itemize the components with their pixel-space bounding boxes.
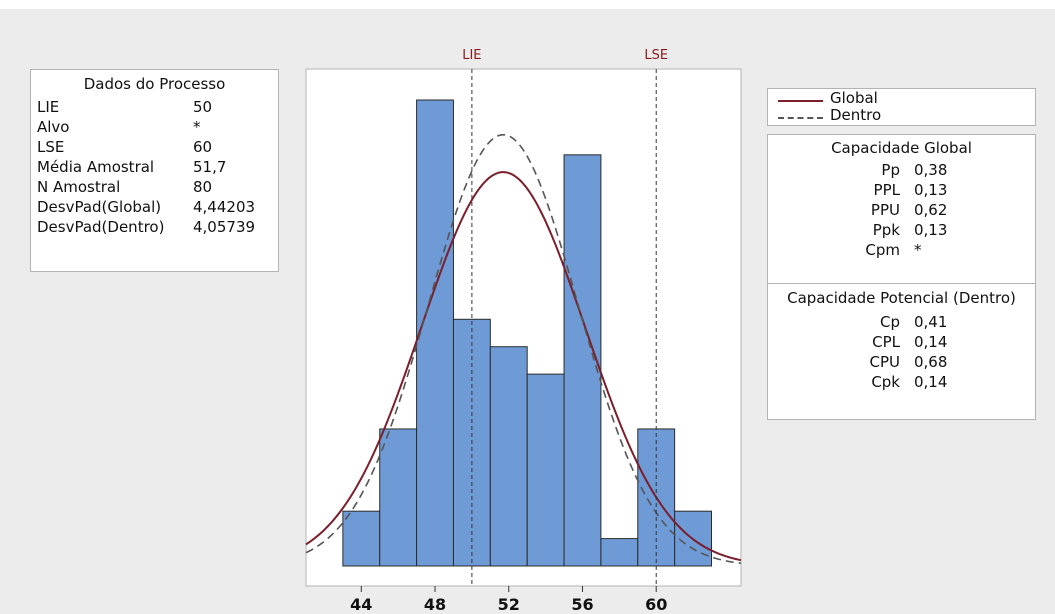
capability-row-cp: Cp 0,41 xyxy=(768,313,1037,333)
spec-label-lie: LIE xyxy=(462,48,481,63)
process-row-label: LSE xyxy=(37,138,65,156)
legend-swatch-dashed xyxy=(778,117,823,119)
histogram-bar-9 xyxy=(674,510,713,567)
process-row-label: Média Amostral xyxy=(37,158,155,176)
legend-swatch-solid xyxy=(778,100,823,102)
capability-row-ppl: PPL 0,13 xyxy=(768,181,1037,201)
capability-row-cpu: CPU 0,68 xyxy=(768,353,1037,373)
process-row-value: 4,05739 xyxy=(193,218,256,236)
capability-row-value: 0,68 xyxy=(914,353,948,371)
capability-row-value: 0,38 xyxy=(914,161,948,179)
capability-row-label: CPU xyxy=(869,353,901,371)
capability-divider xyxy=(768,283,1035,284)
histogram-bar-2 xyxy=(416,99,454,567)
capability-row-label: PPL xyxy=(873,181,900,199)
x-tick-label: 44 xyxy=(350,595,372,614)
histogram-bar-5 xyxy=(526,373,565,567)
capability-row-value: * xyxy=(914,241,922,259)
process-data-title: Dados do Processo xyxy=(83,75,226,93)
process-row-media: Média Amostral 51,7 xyxy=(31,158,280,178)
capability-row-label: CPL xyxy=(872,333,900,351)
capability-row-cpm: Cpm * xyxy=(768,241,1037,261)
process-row-sd-dentro: DesvPad(Dentro) 4,05739 xyxy=(31,218,280,238)
process-row-n: N Amostral 80 xyxy=(31,178,280,198)
x-tick-label: 52 xyxy=(498,595,520,614)
capability-row-label: Pp xyxy=(881,161,900,179)
capability-row-cpk: Cpk 0,14 xyxy=(768,373,1037,393)
capability-row-value: 0,14 xyxy=(914,333,948,351)
legend: Global Dentro xyxy=(767,88,1036,126)
x-tick-label: 48 xyxy=(424,595,446,614)
process-row-sd-global: DesvPad(Global) 4,44203 xyxy=(31,198,280,218)
density-curves xyxy=(305,133,742,565)
histogram-bar-1 xyxy=(379,428,418,567)
capability-row-value: 0,41 xyxy=(914,313,948,331)
histogram-bar-7 xyxy=(600,538,639,567)
capability-row-ppu: PPU 0,62 xyxy=(768,201,1037,221)
process-row-lse: LSE 60 xyxy=(31,138,280,158)
x-axis: 44 48 52 56 60 xyxy=(350,586,667,614)
capability-row-label: Cpm xyxy=(865,241,900,259)
capability-row-value: 0,13 xyxy=(914,181,948,199)
process-row-label: DesvPad(Global) xyxy=(37,198,162,216)
process-row-label: N Amostral xyxy=(37,178,121,196)
x-tick-label: 56 xyxy=(571,595,593,614)
process-row-lie: LIE 50 xyxy=(31,98,280,118)
capability-row-ppk: Ppk 0,13 xyxy=(768,221,1037,241)
legend-item-global: Global xyxy=(768,89,1037,109)
capability-row-label: PPU xyxy=(870,201,900,219)
process-row-alvo: Alvo * xyxy=(31,118,280,138)
process-row-value: 60 xyxy=(193,138,213,156)
spec-limits: LIE LSE xyxy=(462,48,668,586)
histogram-bar-4 xyxy=(489,346,528,567)
capability-row-value: 0,14 xyxy=(914,373,948,391)
histogram-bar-0 xyxy=(342,510,381,567)
capability-row-label: Cp xyxy=(880,313,900,331)
curve-dentro xyxy=(305,133,742,565)
process-row-label: LIE xyxy=(37,98,60,116)
capability-row-label: Cpk xyxy=(871,373,900,391)
capability-row-label: Ppk xyxy=(872,221,900,239)
capability-row-cpl: CPL 0,14 xyxy=(768,333,1037,353)
overall-capability-title: Capacidade Global xyxy=(831,139,972,157)
process-row-label: DesvPad(Dentro) xyxy=(37,218,165,236)
capability-panel: Capacidade Global Pp 0,38 PPL 0,13 PPU 0… xyxy=(767,134,1036,420)
capability-row-value: 0,62 xyxy=(914,201,948,219)
process-data-panel: Dados do Processo LIE 50 Alvo * LSE 60 M… xyxy=(30,69,279,272)
curve-global xyxy=(305,171,742,562)
x-tick-label: 60 xyxy=(645,595,667,614)
histogram-bar-6 xyxy=(563,154,602,567)
process-row-value: * xyxy=(193,118,201,136)
spec-label-lse: LSE xyxy=(644,48,668,63)
process-row-value: 80 xyxy=(193,178,213,196)
legend-label: Global xyxy=(830,89,878,107)
legend-item-dentro: Dentro xyxy=(768,106,1037,126)
process-row-value: 50 xyxy=(193,98,213,116)
process-row-value: 4,44203 xyxy=(193,198,256,216)
process-row-label: Alvo xyxy=(37,118,70,136)
legend-label: Dentro xyxy=(830,106,882,124)
capability-row-value: 0,13 xyxy=(914,221,948,239)
potential-capability-title: Capacidade Potencial (Dentro) xyxy=(787,289,1016,307)
capability-row-pp: Pp 0,38 xyxy=(768,161,1037,181)
process-row-value: 51,7 xyxy=(193,158,227,176)
